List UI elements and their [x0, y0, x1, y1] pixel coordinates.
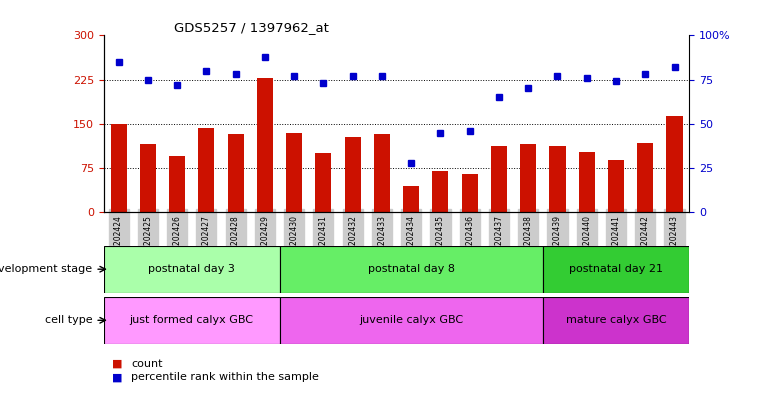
- Text: count: count: [131, 358, 162, 369]
- Text: just formed calyx GBC: just formed calyx GBC: [129, 315, 254, 325]
- Text: juvenile calyx GBC: juvenile calyx GBC: [359, 315, 464, 325]
- Bar: [104, 297, 280, 344]
- Bar: [345, 137, 360, 212]
- Bar: [521, 144, 536, 212]
- Bar: [257, 78, 273, 212]
- Bar: [543, 297, 689, 344]
- Text: GDS5257 / 1397962_at: GDS5257 / 1397962_at: [174, 21, 329, 34]
- Bar: [579, 151, 594, 212]
- Bar: [374, 134, 390, 212]
- Bar: [280, 297, 543, 344]
- Bar: [316, 153, 331, 212]
- Bar: [491, 145, 507, 212]
- Text: postnatal day 8: postnatal day 8: [368, 264, 454, 274]
- Bar: [199, 128, 214, 212]
- Text: cell type: cell type: [45, 315, 92, 325]
- Bar: [286, 132, 302, 212]
- Bar: [667, 116, 682, 212]
- Text: mature calyx GBC: mature calyx GBC: [566, 315, 666, 325]
- Bar: [169, 156, 185, 212]
- Text: postnatal day 3: postnatal day 3: [149, 264, 235, 274]
- Bar: [462, 174, 477, 212]
- Bar: [608, 160, 624, 212]
- Bar: [280, 246, 543, 293]
- Bar: [403, 185, 419, 212]
- Text: ■: ■: [112, 372, 122, 382]
- Text: postnatal day 21: postnatal day 21: [569, 264, 663, 274]
- Text: development stage: development stage: [0, 264, 92, 274]
- Bar: [638, 143, 653, 212]
- Text: percentile rank within the sample: percentile rank within the sample: [131, 372, 319, 382]
- Bar: [433, 171, 448, 212]
- Bar: [228, 134, 243, 212]
- Bar: [104, 246, 280, 293]
- Bar: [140, 144, 156, 212]
- Bar: [550, 145, 565, 212]
- Bar: [111, 124, 126, 212]
- Text: ■: ■: [112, 358, 122, 369]
- Bar: [543, 246, 689, 293]
